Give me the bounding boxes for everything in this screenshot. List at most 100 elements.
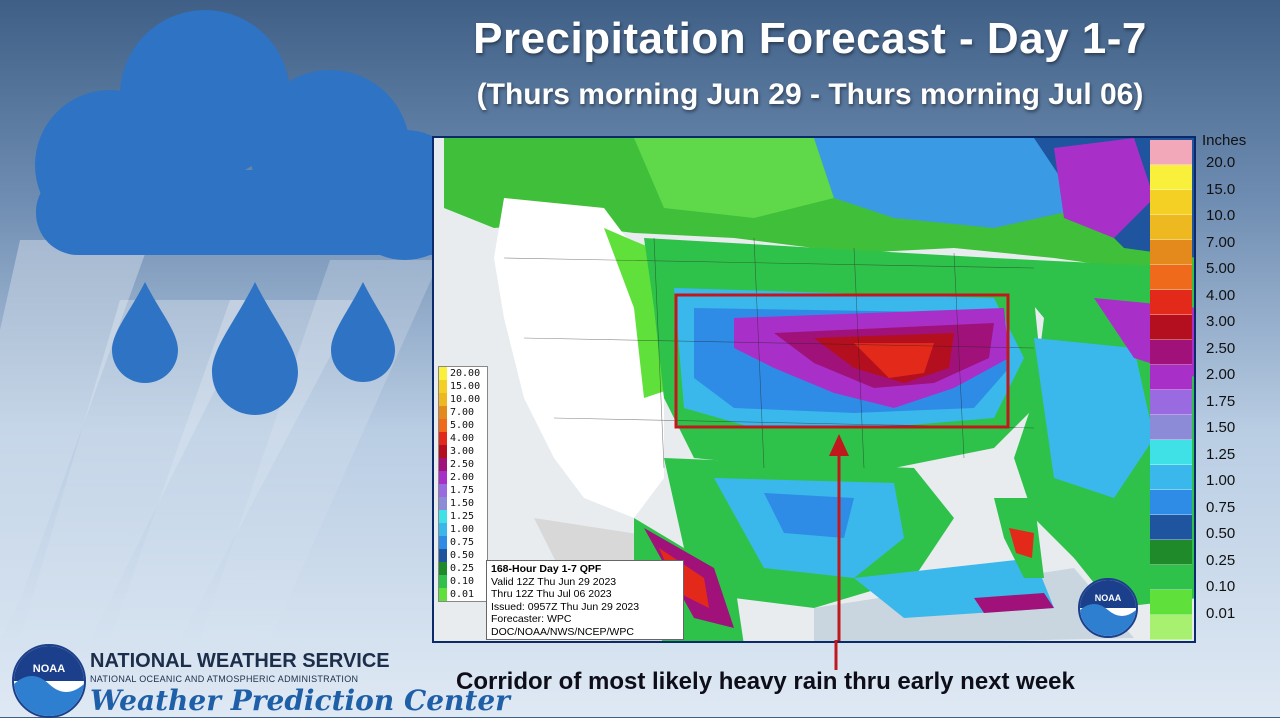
mini-legend-row: 2.50 bbox=[439, 458, 487, 471]
mini-legend-label: 1.75 bbox=[450, 485, 475, 496]
precipitation-map bbox=[432, 136, 1196, 643]
mini-legend-row: 7.00 bbox=[439, 406, 487, 419]
mini-legend-swatch bbox=[439, 549, 447, 562]
legend-label: 2.00 bbox=[1206, 366, 1236, 383]
precip-scale-labels: Inches 20.0 15.0 10.0 7.00 5.00 4.00 3.00 2.50 2… bbox=[1196, 132, 1276, 627]
legend-label: 5.00 bbox=[1206, 260, 1236, 277]
mini-legend-label: 0.75 bbox=[450, 537, 475, 548]
legend-label: 3.00 bbox=[1206, 313, 1236, 330]
legend-swatch bbox=[1150, 490, 1192, 515]
mini-legend-label: 1.00 bbox=[450, 524, 475, 535]
legend-label: 1.50 bbox=[1206, 419, 1236, 436]
mini-legend-row: 15.00 bbox=[439, 380, 487, 393]
legend-swatch bbox=[1150, 240, 1192, 265]
legend-swatch bbox=[1150, 515, 1192, 540]
legend-swatch bbox=[1150, 590, 1192, 615]
legend-swatch bbox=[1150, 390, 1192, 415]
mini-legend-row: 0.10 bbox=[439, 575, 487, 588]
mini-legend-label: 1.25 bbox=[450, 511, 475, 522]
mini-legend-label: 10.00 bbox=[450, 394, 481, 405]
legend-swatch bbox=[1150, 540, 1192, 565]
legend-label: 4.00 bbox=[1206, 286, 1236, 304]
legend-unit: Inches bbox=[1202, 132, 1247, 149]
map-inset-legend: 20.00 15.00 10.00 7.00 5.00 4.00 3.00 2.50 2.00 1… bbox=[438, 366, 488, 602]
arrow-stem bbox=[834, 640, 838, 670]
mini-legend-swatch bbox=[439, 406, 447, 419]
heavy-rain-corridor-box bbox=[674, 293, 1010, 429]
mini-legend-row: 0.25 bbox=[439, 562, 487, 575]
page-subtitle: (Thurs morning Jun 29 - Thurs morning Ju… bbox=[476, 78, 1144, 111]
mini-legend-row: 0.01 bbox=[439, 588, 487, 601]
nws-noaa-logo-icon: NOAA bbox=[12, 644, 86, 718]
page-title: Precipitation Forecast - Day 1-7 bbox=[473, 14, 1147, 63]
legend-swatch bbox=[1150, 290, 1192, 315]
mini-legend-label: 0.01 bbox=[450, 589, 475, 600]
mini-legend-swatch bbox=[439, 588, 447, 601]
mini-legend-row: 3.00 bbox=[439, 445, 487, 458]
qpf-info-box: 168-Hour Day 1-7 QPF Valid 12Z Thu Jun 2… bbox=[486, 560, 684, 640]
mini-legend-label: 5.00 bbox=[450, 420, 475, 431]
legend-label: 1.25 bbox=[1206, 445, 1236, 463]
mini-legend-label: 7.00 bbox=[450, 407, 475, 418]
center-name: Weather Prediction Center bbox=[90, 684, 510, 717]
mini-legend-row: 10.00 bbox=[439, 393, 487, 406]
legend-label: 20.0 bbox=[1206, 154, 1236, 171]
rain-cloud-icon bbox=[0, 10, 471, 640]
info-line: Issued: 0957Z Thu Jun 29 2023 bbox=[491, 600, 640, 613]
legend-label: 1.75 bbox=[1206, 392, 1236, 410]
mini-legend-label: 3.00 bbox=[450, 446, 475, 457]
mini-legend-swatch bbox=[439, 523, 447, 536]
legend-swatch bbox=[1150, 315, 1192, 340]
noaa-logo-text: NOAA bbox=[1095, 593, 1122, 603]
mini-legend-row: 20.00 bbox=[439, 367, 487, 380]
mini-legend-swatch bbox=[439, 380, 447, 393]
legend-swatch bbox=[1150, 415, 1192, 440]
nws-logo-text: NOAA bbox=[33, 663, 65, 675]
mini-legend-swatch bbox=[439, 536, 447, 549]
info-line: 168-Hour Day 1-7 QPF bbox=[491, 563, 602, 575]
mini-legend-swatch bbox=[439, 471, 447, 484]
mini-legend-label: 20.00 bbox=[450, 368, 481, 379]
legend-label: 0.50 bbox=[1206, 525, 1236, 542]
mini-legend-swatch bbox=[439, 419, 447, 432]
legend-swatch bbox=[1150, 340, 1192, 365]
mini-legend-label: 0.25 bbox=[450, 563, 475, 574]
legend-label: 7.00 bbox=[1206, 233, 1236, 251]
mini-legend-swatch bbox=[439, 458, 447, 471]
info-line: Valid 12Z Thu Jun 29 2023 bbox=[491, 575, 617, 588]
mini-legend-swatch bbox=[439, 445, 447, 458]
legend-label: 15.0 bbox=[1206, 180, 1236, 198]
mini-legend-label: 0.10 bbox=[450, 576, 475, 587]
legend-swatch bbox=[1150, 565, 1192, 590]
caption-text: Corridor of most likely heavy rain thru … bbox=[456, 668, 1075, 695]
mini-legend-row: 1.50 bbox=[439, 497, 487, 510]
noaa-logo-icon: NOAA bbox=[1078, 578, 1138, 638]
info-line: DOC/NOAA/NWS/NCEP/WPC bbox=[491, 625, 634, 638]
mini-legend-row: 2.00 bbox=[439, 471, 487, 484]
legend-label: 0.25 bbox=[1206, 551, 1236, 569]
legend-label: 0.75 bbox=[1206, 498, 1236, 516]
mini-legend-swatch bbox=[439, 367, 447, 380]
precip-color-scale bbox=[1150, 140, 1192, 640]
agency-name: NATIONAL WEATHER SERVICE bbox=[90, 650, 390, 672]
legend-swatch bbox=[1150, 465, 1192, 490]
legend-swatch bbox=[1150, 365, 1192, 390]
mini-legend-label: 0.50 bbox=[450, 550, 475, 561]
mini-legend-row: 0.75 bbox=[439, 536, 487, 549]
legend-swatch bbox=[1150, 215, 1192, 240]
mini-legend-row: 1.75 bbox=[439, 484, 487, 497]
mini-legend-swatch bbox=[439, 562, 447, 575]
sub-agency-name: NATIONAL OCEANIC AND ATMOSPHERIC ADMINIS… bbox=[90, 674, 359, 684]
mini-legend-row: 1.00 bbox=[439, 523, 487, 536]
legend-label: 1.00 bbox=[1206, 472, 1236, 489]
legend-swatch bbox=[1150, 440, 1192, 465]
mini-legend-row: 4.00 bbox=[439, 432, 487, 445]
mini-legend-label: 2.50 bbox=[450, 459, 475, 470]
mini-legend-label: 1.50 bbox=[450, 498, 475, 509]
precip-map-graphic bbox=[434, 138, 1194, 641]
mini-legend-label: 15.00 bbox=[450, 381, 481, 392]
mini-legend-label: 4.00 bbox=[450, 433, 475, 444]
legend-swatch bbox=[1150, 165, 1192, 190]
mini-legend-swatch bbox=[439, 575, 447, 588]
mini-legend-swatch bbox=[439, 393, 447, 406]
